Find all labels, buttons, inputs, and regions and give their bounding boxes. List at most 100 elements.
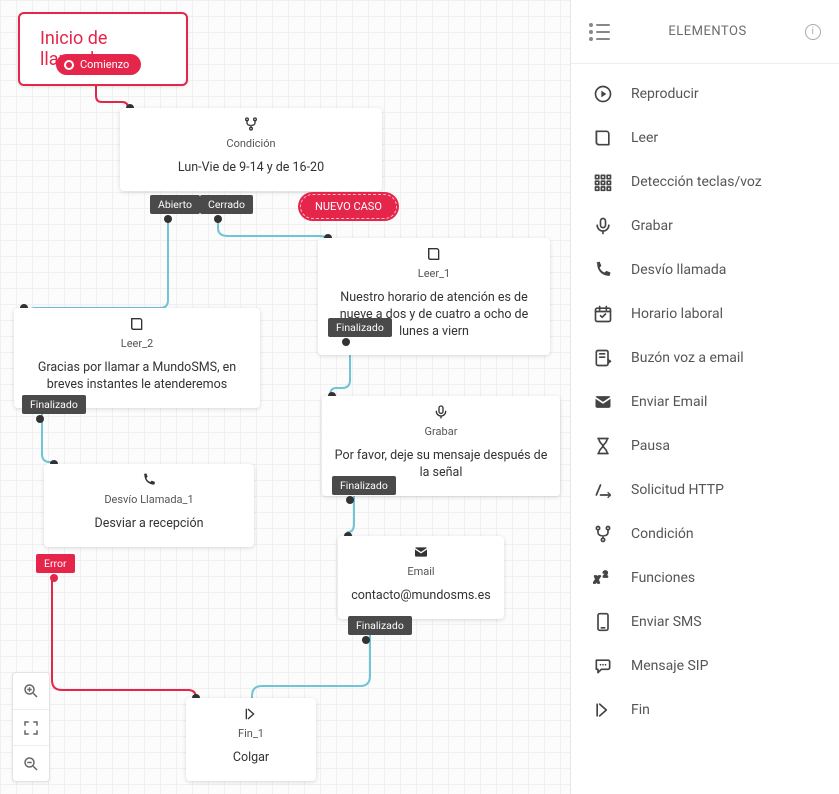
calendar-icon (593, 304, 615, 324)
branch-icon (593, 524, 615, 544)
flow-canvas[interactable]: Inicio de llamada Comienzo Condición Lun… (0, 0, 570, 794)
keypad-icon (593, 172, 615, 192)
node-name: Fin_1 (238, 727, 264, 740)
node-cond[interactable]: Condición Lun-Vie de 9-14 y de 16-20 (120, 108, 382, 191)
output-tag-finalizado[interactable]: Finalizado (332, 476, 396, 495)
element-item-label: Leer (631, 130, 658, 146)
element-item-sms[interactable]: Enviar SMS (571, 600, 839, 644)
node-name: Condición (226, 137, 275, 150)
node-body: Desviar a recepción (44, 510, 254, 547)
sms-icon (593, 612, 615, 632)
branch-icon (243, 116, 259, 135)
node-email[interactable]: Email contacto@mundosms.es (338, 536, 504, 619)
zoom-out-button[interactable] (13, 745, 49, 781)
element-item-http[interactable]: Solicitud HTTP (571, 468, 839, 512)
element-item-label: Grabar (631, 218, 673, 234)
output-port[interactable] (36, 415, 44, 423)
output-tag-finalizado[interactable]: Finalizado (348, 616, 412, 635)
output-port[interactable] (164, 215, 172, 223)
node-desvio[interactable]: Desvío Llamada_1 Desviar a recepción (44, 464, 254, 547)
element-item-label: Desvío llamada (631, 262, 726, 278)
element-item-voicemail[interactable]: Buzón voz a email (571, 336, 839, 380)
play-icon (593, 84, 615, 104)
element-item-calendar[interactable]: Horario laboral (571, 292, 839, 336)
node-leer2[interactable]: Leer_2 Gracias por llamar a MundoSMS, en… (14, 308, 260, 408)
node-name: Leer_2 (121, 337, 153, 350)
element-item-fx[interactable]: x2 Funciones (571, 556, 839, 600)
http-icon (593, 480, 615, 500)
node-header: Fin_1 (186, 698, 316, 744)
output-port[interactable] (342, 338, 350, 346)
element-item-label: Pausa (631, 438, 670, 454)
output-tag-finalizado[interactable]: Finalizado (22, 395, 86, 414)
output-port[interactable] (50, 574, 58, 582)
element-item-hourglass[interactable]: Pausa (571, 424, 839, 468)
new-case-label: NUEVO CASO (315, 200, 382, 213)
node-leer1[interactable]: Leer_1 Nuestro horario de atención es de… (318, 238, 550, 355)
element-item-book[interactable]: Leer (571, 116, 839, 160)
node-name: Leer_1 (418, 267, 450, 280)
node-header: Desvío Llamada_1 (44, 464, 254, 510)
mic-icon (433, 404, 449, 423)
mic-icon (593, 216, 615, 236)
info-icon[interactable]: i (805, 24, 821, 40)
zoom-in-button[interactable] (13, 673, 49, 709)
node-fin[interactable]: Fin_1 Colgar (186, 698, 316, 781)
start-pill-label: Comienzo (80, 58, 129, 71)
output-port[interactable] (214, 215, 222, 223)
element-item-play[interactable]: Reproducir (571, 72, 839, 116)
element-item-end[interactable]: Fin (571, 688, 839, 732)
node-body: Colgar (186, 744, 316, 781)
element-item-label: Reproducir (631, 86, 699, 102)
node-header: Condición (120, 108, 382, 154)
element-item-mic[interactable]: Grabar (571, 204, 839, 248)
end-icon (593, 700, 615, 720)
list-icon (589, 23, 610, 41)
node-body: contacto@mundosms.es (338, 582, 504, 619)
zoom-controls (12, 672, 50, 782)
element-item-label: Fin (631, 702, 650, 718)
element-item-keypad[interactable]: Detección teclas/voz (571, 160, 839, 204)
output-tag-error[interactable]: Error (36, 554, 75, 573)
node-header: Leer_2 (14, 308, 260, 354)
circle-icon (64, 60, 74, 70)
element-item-label: Horario laboral (631, 306, 723, 322)
svg-text:2: 2 (603, 570, 608, 580)
element-item-label: Solicitud HTTP (631, 482, 724, 498)
element-item-label: Enviar Email (631, 394, 707, 410)
hourglass-icon (593, 436, 615, 456)
node-header: Email (338, 536, 504, 582)
new-case-button[interactable]: NUEVO CASO (300, 194, 397, 219)
svg-text:x: x (593, 572, 601, 587)
output-tag-finalizado[interactable]: Finalizado (328, 318, 392, 337)
output-port[interactable] (362, 636, 370, 644)
element-item-label: Detección teclas/voz (631, 174, 762, 190)
start-output-pill[interactable]: Comienzo (56, 54, 141, 75)
node-body: Lun-Vie de 9-14 y de 16-20 (120, 154, 382, 191)
node-name: Email (407, 565, 434, 578)
envelope-icon (413, 544, 429, 563)
element-item-envelope[interactable]: Enviar Email (571, 380, 839, 424)
node-name: Grabar (425, 425, 458, 438)
element-item-phone[interactable]: Desvío llamada (571, 248, 839, 292)
node-name: Desvío Llamada_1 (104, 493, 193, 506)
element-list: Reproducir Leer Detección teclas/voz Grabar… (571, 64, 839, 794)
zoom-fit-button[interactable] (13, 709, 49, 745)
output-port[interactable] (346, 496, 354, 504)
element-item-branch[interactable]: Condición (571, 512, 839, 556)
output-tag-abierto[interactable]: Abierto (150, 195, 200, 214)
book-icon (593, 128, 615, 148)
element-item-label: Funciones (631, 570, 695, 586)
output-tag-cerrado[interactable]: Cerrado (200, 195, 253, 214)
sidebar-header: ELEMENTOS i (571, 0, 839, 64)
envelope-icon (593, 392, 615, 412)
sip-icon (593, 656, 615, 676)
element-item-label: Enviar SMS (631, 614, 702, 630)
elements-sidebar: ELEMENTOS i Reproducir Leer Detección tecl… (570, 0, 839, 794)
node-header: Leer_1 (318, 238, 550, 284)
element-item-label: Mensaje SIP (631, 658, 708, 674)
node-header: Grabar (322, 396, 560, 442)
phone-icon (141, 472, 157, 491)
book-icon (129, 316, 145, 335)
element-item-sip[interactable]: Mensaje SIP (571, 644, 839, 688)
